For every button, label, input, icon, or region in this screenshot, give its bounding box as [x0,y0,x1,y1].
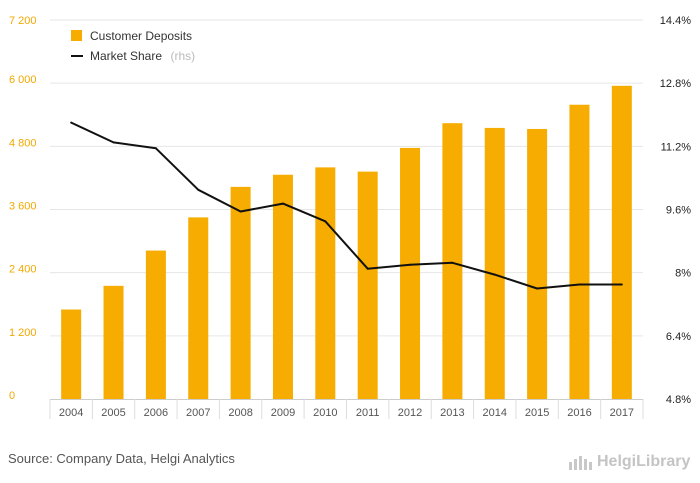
market-share-point-2011 [366,267,369,270]
x-tick-label: 2012 [398,407,422,419]
legend-label-customer-deposits: Customer Deposits [90,29,192,43]
market-share-point-2009 [281,202,284,205]
market-share-point-2012 [409,263,412,266]
x-tick-label: 2017 [610,407,634,419]
right-tick-label: 12.8% [660,78,691,90]
brand-text: HelgiLibrary [597,453,690,470]
helgilibrary-logo: HelgiLibrary [569,453,690,470]
right-tick-label: 8% [675,268,691,280]
x-tick-label: 2016 [567,407,591,419]
x-tick-label: 2010 [313,407,337,419]
right-axis: 4.8% 6.4% 8% 9.6% 11.2% 12.8% 14.4% [660,15,691,406]
legend-swatch-customer-deposits [71,30,82,41]
bar-2008 [230,186,251,399]
right-tick-label: 9.6% [666,205,691,217]
bar-2004 [61,309,82,399]
bar-2011 [357,171,378,399]
x-tick-label: 2007 [186,407,210,419]
x-tick-label: 2004 [59,407,83,419]
x-tick-label: 2013 [440,407,464,419]
x-tick-label: 2015 [525,407,549,419]
gridlines [50,19,643,337]
market-share-point-2008 [239,210,242,213]
market-share-point-2006 [154,147,157,150]
left-tick-label: 7 200 [9,15,37,27]
right-tick-label: 11.2% [661,141,692,153]
x-tick-label: 2009 [271,407,295,419]
market-share-point-2017 [620,283,623,286]
source-note: Source: Company Data, Helgi Analytics [8,451,235,466]
bar-2017 [611,85,632,399]
x-tick-label: 2005 [101,407,125,419]
bars-customer-deposits [61,85,632,400]
legend: Customer Deposits Market Share (rhs) [71,29,195,64]
left-axis: 0 1 200 2 400 3 600 4 800 6 000 7 200 [9,15,37,402]
right-tick-label: 4.8% [666,394,691,406]
left-tick-label: 3 600 [9,201,37,213]
bar-2016 [569,104,590,400]
x-tick-label: 2006 [144,407,168,419]
market-share-line [70,121,622,290]
x-tick-label: 2014 [483,407,507,419]
library-building-icon [569,456,592,470]
x-axis: 2004 2005 2006 2007 2008 2009 2010 2011 2012 2013… [49,399,644,419]
bar-2012 [400,147,421,399]
bar-2015 [527,128,548,399]
market-share-point-2010 [324,220,327,223]
bar-2010 [315,167,336,399]
bar-2005 [103,285,124,399]
legend-label-market-share: Market Share (rhs) [90,47,195,64]
market-share-point-2015 [536,287,539,290]
market-share-point-2014 [493,273,496,276]
left-tick-label: 2 400 [9,264,37,276]
market-share-point-2013 [451,261,454,264]
bar-2006 [145,250,166,399]
bar-2013 [442,123,463,399]
left-tick-label: 6 000 [9,74,37,86]
bar-2014 [484,127,505,399]
market-share-point-2016 [578,283,581,286]
right-tick-label: 14.4% [660,15,691,27]
left-tick-label: 4 800 [9,137,37,149]
legend-label-market-share-name: Market Share [90,49,162,63]
line-market-share [70,121,623,290]
market-share-point-2007 [197,188,200,191]
market-share-point-2005 [112,141,115,144]
legend-label-market-share-note: (rhs) [170,49,195,63]
left-tick-label: 1 200 [9,327,37,339]
bar-2009 [272,174,293,399]
left-tick-label: 0 [9,390,15,402]
x-tick-label: 2008 [228,407,252,419]
x-tick-label: 2011 [356,407,380,419]
bar-2007 [188,217,209,399]
right-tick-label: 6.4% [666,331,691,343]
market-share-point-2004 [70,121,73,124]
